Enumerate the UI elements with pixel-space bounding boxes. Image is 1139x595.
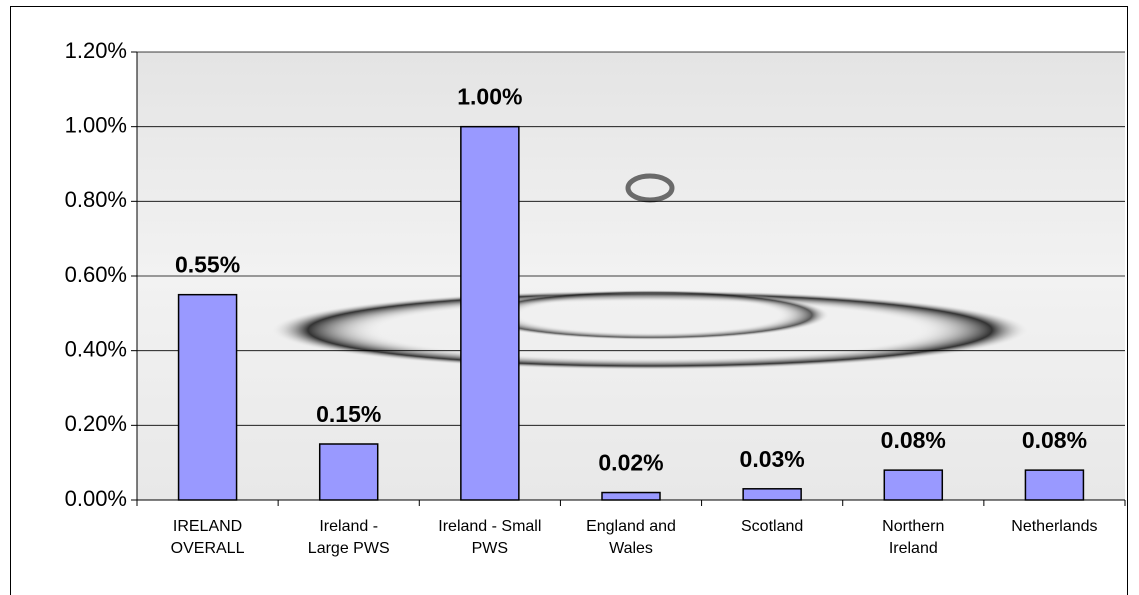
x-tick-label: Ireland - Large PWS [307,518,390,557]
bar [177,293,238,501]
x-tick-label: England and Wales [586,518,676,557]
bar [601,491,661,501]
x-tick-label: Ireland - Small PWS [438,518,542,557]
data-label: 0.08% [881,427,946,453]
bar [460,125,520,501]
data-label: 1.00% [457,84,522,110]
x-tick-label: Northern Ireland [882,518,945,557]
data-label: 0.15% [316,401,381,427]
ripple [470,290,830,340]
bar [1024,469,1085,501]
plot: 0.00% 0.20% 0.40% 0.60% 0.80% 1.00% 1.20% 0.55%… [65,38,1126,511]
droplet [625,173,675,203]
y-tick-label: 0.40% [65,336,127,361]
y-tick-label: 0.60% [65,262,127,287]
bar [742,488,802,501]
data-label: 0.55% [175,252,240,278]
y-tick-label: 1.20% [65,38,127,63]
data-label: 0.08% [1022,427,1087,453]
bar [318,443,379,501]
y-tick-label: 0.80% [65,187,127,212]
bar [883,469,944,501]
x-tick-label: Scotland [741,518,804,535]
y-tick-label: 0.20% [65,411,127,436]
x-tick-label: Netherlands [1011,518,1098,535]
data-label: 0.02% [598,450,663,476]
data-label: 0.03% [740,446,805,472]
y-tick-label: 1.00% [65,112,127,137]
x-tick-label: IRELAND OVERALL [170,518,245,557]
y-tick-label: 0.00% [65,486,127,511]
